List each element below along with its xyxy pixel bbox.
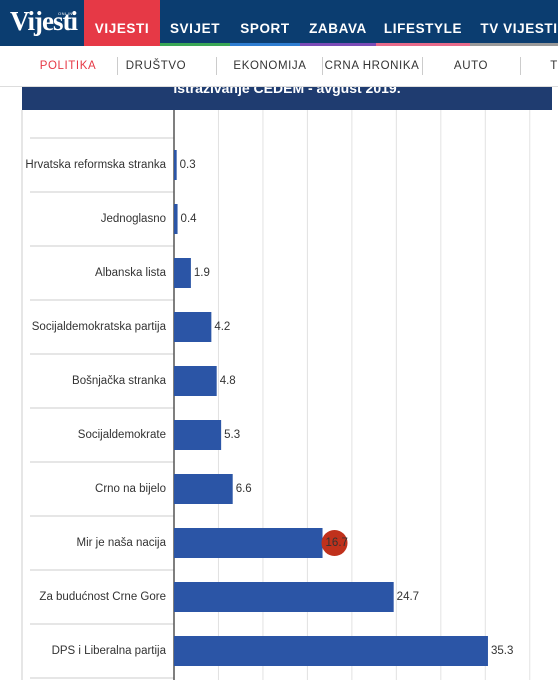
sub-nav-item[interactable]: EKONOMIJA xyxy=(233,60,307,72)
bar xyxy=(174,474,233,504)
value-label: 0.3 xyxy=(180,159,196,171)
category-label: Hrvatska reformska stranka xyxy=(25,159,166,171)
separator xyxy=(520,57,521,75)
value-label: 5.3 xyxy=(224,429,240,441)
sub-nav: POLITIKA DRUŠTVO EKONOMIJA CRNA HRONIKA … xyxy=(0,46,558,87)
value-label: 16.7 xyxy=(326,537,348,549)
nav-item[interactable]: TV VIJESTI xyxy=(470,0,558,46)
nav-item[interactable]: ZABAVA xyxy=(300,0,376,46)
bar xyxy=(174,636,488,666)
value-label: 35.3 xyxy=(491,645,513,657)
category-label: Crno na bijelo xyxy=(95,483,166,495)
separator xyxy=(322,57,323,75)
separator xyxy=(216,57,217,75)
category-label: Jednoglasno xyxy=(101,213,166,225)
logo[interactable]: Vijesti xyxy=(10,6,78,36)
sub-nav-item[interactable]: POLITIKA xyxy=(39,60,97,72)
value-label: 6.6 xyxy=(236,483,252,495)
category-label: DPS i Liberalna partija xyxy=(52,645,167,657)
category-label: Mir je naša nacija xyxy=(77,537,167,549)
category-label: Socijaldemokrate xyxy=(78,429,166,441)
category-label: Bošnjačka stranka xyxy=(72,375,167,387)
sub-nav-item[interactable]: T xyxy=(550,60,558,72)
bar xyxy=(174,312,212,342)
value-label: 4.2 xyxy=(214,321,230,333)
separator xyxy=(117,57,118,75)
bar xyxy=(174,366,217,396)
bar xyxy=(174,582,394,612)
bar xyxy=(174,528,323,558)
value-label: 24.7 xyxy=(397,591,419,603)
bar xyxy=(174,258,191,288)
logo-tag: ONLINE xyxy=(58,11,76,16)
separator xyxy=(422,57,423,75)
category-label: Albanska lista xyxy=(95,267,167,279)
value-label: 1.9 xyxy=(194,267,210,279)
nav-item[interactable]: VIJESTI xyxy=(84,0,160,46)
value-label: 4.8 xyxy=(220,375,236,387)
category-label: Za budućnost Crne Gore xyxy=(39,591,166,603)
nav-item[interactable]: SVIJET xyxy=(160,0,230,46)
category-label: Socijaldemokratska partija xyxy=(32,321,167,333)
sub-nav-item[interactable]: DRUŠTVO xyxy=(125,60,187,72)
value-label: 0.4 xyxy=(181,213,198,225)
nav-item[interactable]: LIFESTYLE xyxy=(376,0,470,46)
bar xyxy=(174,150,177,180)
bar xyxy=(174,420,222,450)
bar xyxy=(174,204,178,234)
sub-nav-item[interactable]: CRNA HRONIKA xyxy=(324,60,420,72)
chart: Hrvatska reformska stranka 0.3 Jednoglasno… xyxy=(21,110,531,680)
top-bar: Vijesti ONLINE VIJESTI SVIJET SPORT ZABA… xyxy=(0,0,558,46)
hover-marker xyxy=(321,530,348,556)
nav-item[interactable]: SPORT xyxy=(230,0,300,46)
sub-nav-item[interactable]: AUTO xyxy=(453,60,489,72)
